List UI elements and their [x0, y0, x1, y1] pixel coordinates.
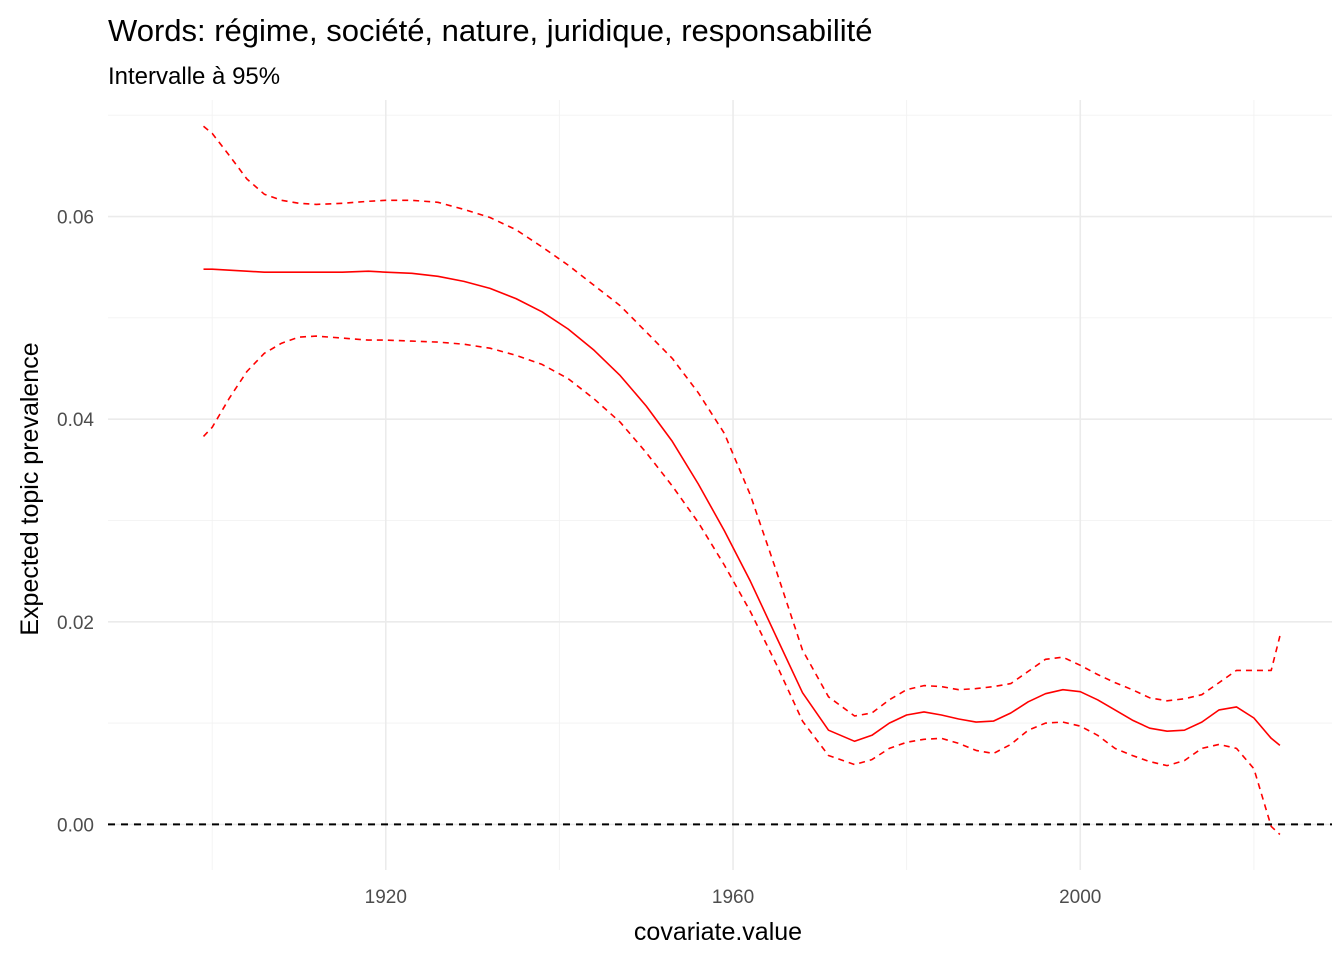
y-axis-title: Expected topic prevalence [16, 342, 44, 635]
y-tick-label: 0.00 [57, 815, 94, 836]
y-tick-label: 0.02 [57, 613, 94, 634]
estimate-line [203, 268, 1281, 747]
upper-ci-line [202, 125, 1281, 717]
lower-ci-line [202, 335, 1281, 836]
x-tick-label: 1960 [712, 887, 754, 908]
x-tick-label: 2000 [1059, 887, 1101, 908]
y-tick-label: 0.04 [57, 410, 94, 431]
gridlines [108, 100, 1332, 870]
chart-subtitle: Intervalle à 95% [108, 63, 280, 90]
chart-title: Words: régime, société, nature, juridiqu… [108, 13, 872, 48]
x-axis-tick-labels: 1920 1960 2000 [365, 887, 1102, 908]
y-axis-tick-labels: 0.00 0.02 0.04 0.06 [57, 208, 94, 837]
x-tick-label: 1920 [365, 887, 407, 908]
series-lines [202, 125, 1281, 836]
x-axis-title: covariate.value [634, 918, 802, 946]
y-tick-label: 0.06 [57, 208, 94, 229]
